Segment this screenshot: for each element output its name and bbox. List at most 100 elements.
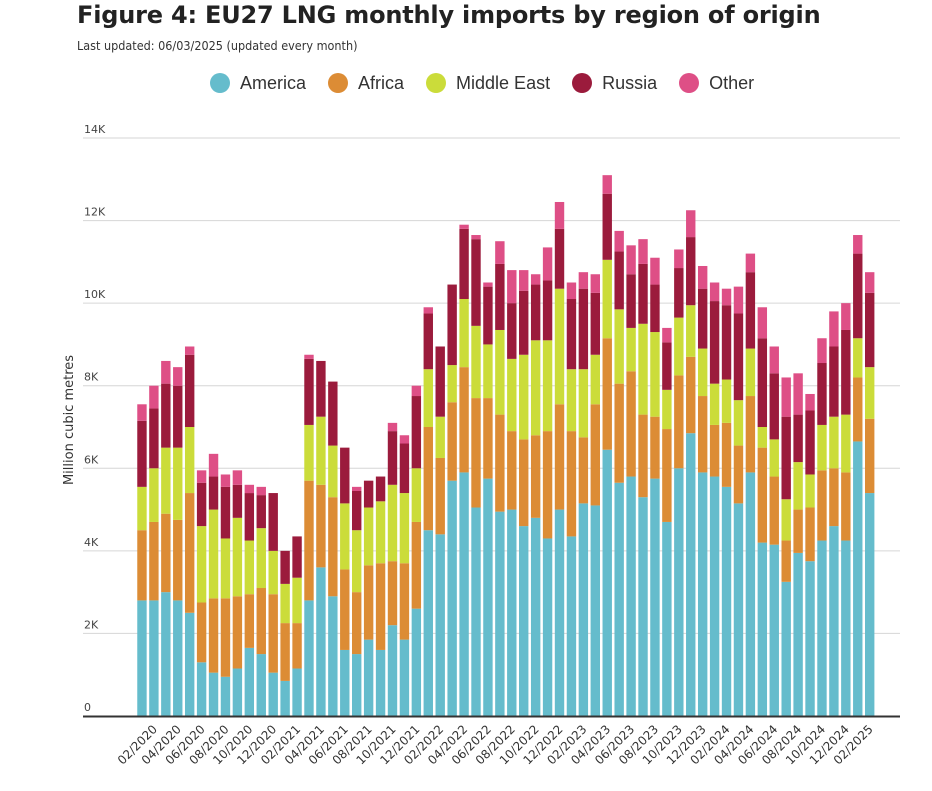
bar-segment-africa: 01/2020 Africa: 1700	[137, 530, 147, 601]
bar-segment-other: 10/2023 Other: 450	[674, 249, 684, 269]
bar-segment-middle-east: 03/2021 Middle East: 1350	[304, 424, 314, 481]
bar-segment-africa: 08/2023 Africa: 1500	[650, 416, 660, 479]
bar-segment-middle-east: 06/2024 Middle East: 900	[769, 439, 779, 477]
bar-segment-africa: 06/2020 Africa: 1450	[196, 602, 207, 663]
bar-segment-russia: 09/2023 Russia: 1150	[662, 342, 672, 390]
bar-segment-africa: 09/2024 Africa: 1300	[805, 507, 815, 562]
bar-segment-other: 02/2023 Other: 400	[578, 272, 589, 289]
bar-segment-america: 09/2020 America: 1150	[232, 668, 243, 716]
bar-segment-middle-east: 03/2022 Middle East: 900	[447, 365, 457, 403]
bar-segment-america: 04/2024 America: 5900	[745, 472, 756, 716]
bar-segment-other: 04/2024 Other: 450	[745, 253, 756, 273]
bar-segment-russia: 11/2023 Russia: 1650	[686, 237, 696, 306]
bar-segment-africa: 06/2022 Africa: 1950	[483, 398, 493, 479]
bar-segment-other: 08/2022 Other: 800	[507, 270, 517, 304]
bar-segment-middle-east: 02/2024 Middle East: 1050	[721, 379, 732, 423]
bar-segment-other: 08/2020 Other: 300	[220, 474, 231, 487]
bar-segment-middle-east: 01/2025 Middle East: 950	[853, 338, 863, 378]
bar-segment-russia: 03/2022 Russia: 1950	[447, 284, 457, 366]
bar-segment-middle-east: 10/2021 Middle East: 1850	[387, 484, 398, 562]
bar-segment-other: 12/2024 Other: 650	[841, 303, 851, 330]
bar-segment-america: 03/2020 America: 3000	[161, 592, 171, 716]
bar-segment-russia: 01/2020 Russia: 1600	[137, 420, 147, 487]
bar-segment-russia: 09/2024 Russia: 1550	[805, 410, 815, 475]
bar-segment-africa: 01/2023 Africa: 2550	[566, 431, 577, 537]
bar-segment-africa: 12/2021 Africa: 2100	[411, 521, 422, 609]
bar-segment-america: 08/2021 America: 1850	[363, 639, 374, 716]
bar-segment-africa: 01/2025 Africa: 1550	[853, 377, 863, 442]
bar-segment-africa: 10/2021 Africa: 1550	[387, 561, 398, 626]
bar-segment-america: 05/2021 America: 2900	[328, 596, 338, 716]
bar-segment-africa: 07/2021 Africa: 1500	[352, 592, 362, 655]
bar-segment-america: 01/2022 America: 4500	[423, 530, 433, 716]
legend-label: Other	[709, 72, 755, 93]
bar-segment-russia: 07/2020 Russia: 800	[208, 476, 219, 510]
bar-segment-america: 09/2024 America: 3750	[805, 561, 815, 716]
bar-segment-middle-east: 03/2020 Middle East: 1600	[161, 447, 171, 514]
bar-segment-middle-east: 06/2023 Middle East: 1050	[626, 327, 636, 372]
bar-segment-middle-east: 09/2023 Middle East: 950	[662, 389, 672, 430]
bar-segment-africa: 05/2020 Africa: 2900	[184, 493, 195, 613]
legend: America Africa Middle East Russia Other	[210, 70, 776, 96]
bar-segment-other: 06/2022 Other: 100	[483, 282, 493, 287]
legend-swatch	[572, 73, 593, 93]
bar-segment-russia: 03/2021 Russia: 1600	[304, 358, 314, 425]
bar-segment-america: 10/2024 America: 4250	[817, 540, 827, 716]
bar-segment-russia: 03/2020 Russia: 1550	[161, 383, 171, 448]
bar-segment-america: 02/2022 America: 4400	[435, 534, 445, 716]
bar-segment-other: 12/2023 Other: 550	[697, 265, 708, 289]
bar-segment-russia: 07/2023 Russia: 1450	[638, 263, 648, 324]
bar-segment-other: 11/2022 Other: 800	[542, 247, 553, 281]
bar-segment-america: 11/2020 America: 1500	[256, 654, 266, 716]
bar-segment-america: 12/2024 America: 4250	[841, 540, 851, 716]
bar-segment-other: 10/2021 Other: 200	[387, 422, 398, 432]
y-tick-label: 10K	[84, 288, 106, 301]
bar-segment-russia: 03/2024 Russia: 2100	[733, 313, 744, 401]
legend-item-russia[interactable]: Russia	[572, 73, 657, 94]
bar-segment-middle-east: 12/2022 Middle East: 2800	[554, 288, 565, 405]
bar-segment-america: 10/2021 America: 2200	[387, 625, 398, 716]
bar-segment-africa: 08/2024 Africa: 1050	[793, 509, 803, 553]
bar-segment-other: 11/2020 Other: 200	[256, 486, 266, 496]
legend-item-america[interactable]: America	[210, 73, 306, 94]
bar-segment-america: 12/2020 America: 1050	[268, 672, 278, 716]
bar-segment-other: 12/2021 Other: 250	[411, 385, 422, 397]
bar-segment-america: 03/2023 America: 5100	[590, 505, 600, 716]
bar-segment-africa: 12/2020 Africa: 1900	[268, 594, 278, 673]
bar-segment-america: 02/2024 America: 5550	[721, 486, 732, 716]
legend-item-other[interactable]: Other	[679, 73, 754, 94]
bar-segment-middle-east: 05/2024 Middle East: 500	[757, 427, 768, 448]
bar-segment-other: 03/2021 Other: 100	[304, 354, 314, 359]
bar-segment-africa: 07/2020 Africa: 1800	[208, 598, 219, 673]
bar-segment-russia: 10/2020 Russia: 1150	[244, 493, 255, 541]
legend-label: Middle East	[456, 72, 551, 93]
bar-segment-russia: 07/2021 Russia: 950	[352, 490, 362, 531]
bar-segment-middle-east: 01/2022 Middle East: 1400	[423, 369, 433, 427]
bar-segment-america: 11/2024 America: 4600	[829, 526, 839, 716]
bar-segment-middle-east: 02/2022 Middle East: 1000	[435, 416, 445, 458]
bar-segment-middle-east: 01/2024 Middle East: 1000	[709, 383, 720, 425]
bar-segment-africa: 12/2022 Africa: 2550	[554, 404, 565, 510]
y-tick-label: 4K	[84, 536, 99, 549]
bar-segment-middle-east: 07/2023 Middle East: 2200	[638, 323, 648, 415]
bar-segment-russia: 06/2020 Russia: 1050	[196, 482, 207, 527]
bar-segment-russia: 04/2022 Russia: 1700	[459, 228, 469, 300]
bar-segment-other: 09/2023 Other: 350	[662, 327, 672, 343]
bar-segment-other: 01/2022 Other: 150	[423, 307, 433, 314]
bar-segment-africa: 03/2023 Africa: 2450	[590, 404, 600, 506]
bar-segment-russia: 04/2024 Russia: 1850	[745, 272, 756, 349]
bar-segment-africa: 10/2024 Africa: 1700	[817, 470, 827, 541]
bar-segment-middle-east: 08/2020 Middle East: 1450	[220, 538, 231, 599]
bar-segment-america: 04/2020 America: 2800	[173, 600, 183, 716]
bar-segment-middle-east: 05/2021 Middle East: 1250	[328, 445, 338, 498]
bar-segment-middle-east: 10/2023 Middle East: 1400	[674, 317, 684, 376]
bar-segment-middle-east: 11/2024 Middle East: 1250	[829, 416, 839, 469]
bar-segment-america: 05/2022 America: 5050	[471, 507, 481, 716]
legend-item-middle-east[interactable]: Middle East	[426, 73, 550, 94]
legend-item-africa[interactable]: Africa	[328, 73, 404, 94]
bar-segment-middle-east: 11/2021 Middle East: 1700	[399, 493, 410, 564]
bar-segment-other: 01/2023 Other: 400	[566, 282, 577, 300]
bar-segment-other: 05/2023 Other: 500	[614, 230, 624, 252]
bar-segment-america: 05/2023 America: 5650	[614, 482, 624, 716]
